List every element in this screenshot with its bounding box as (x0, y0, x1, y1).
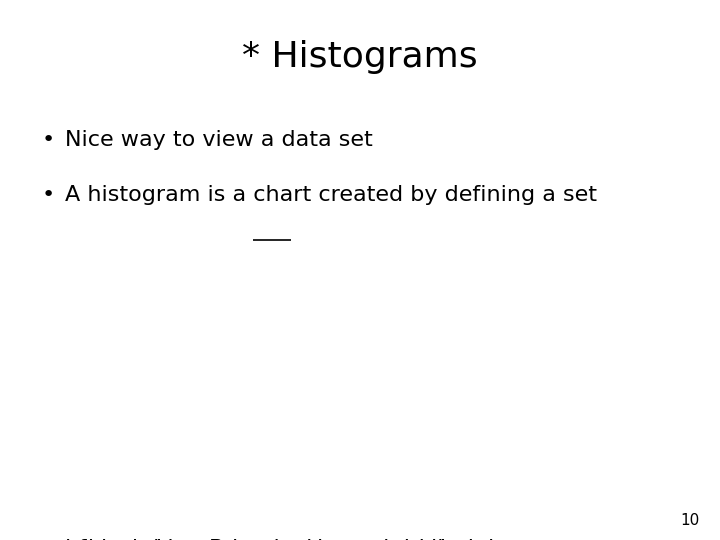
Text: and counting how: and counting how (113, 539, 327, 540)
Text: of: of (65, 539, 94, 540)
Text: many: many (253, 539, 315, 540)
Text: data points lie: data points lie (291, 539, 457, 540)
Text: •: • (42, 130, 55, 150)
Text: bins: bins (85, 539, 131, 540)
Text: * Histograms: * Histograms (242, 40, 478, 74)
Text: 10: 10 (680, 513, 700, 528)
Text: A histogram is a chart created by defining a set: A histogram is a chart created by defini… (65, 185, 597, 205)
Text: •: • (42, 185, 55, 205)
Text: Nice way to view a data set: Nice way to view a data set (65, 130, 373, 150)
